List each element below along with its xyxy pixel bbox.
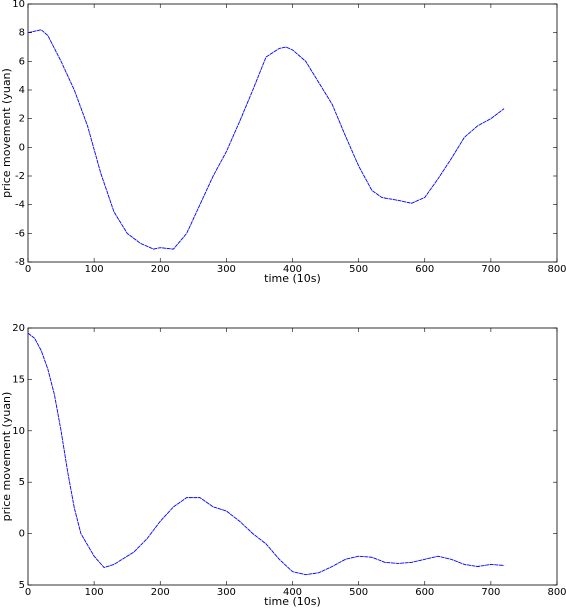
data-line	[27, 332, 505, 576]
x-tick-label: 700	[481, 587, 500, 598]
y-tick-label: 4	[19, 85, 25, 96]
x-tick-label: 400	[283, 264, 302, 275]
x-tick-label: 200	[151, 264, 170, 275]
y-tick-label: 0	[19, 142, 25, 153]
x-tick-label: 0	[25, 587, 31, 598]
x-axis-label: time (10s)	[264, 595, 321, 608]
data-line	[27, 29, 505, 250]
x-axis-label: time (10s)	[264, 272, 321, 285]
y-axis-label: price movement (yuan)	[0, 68, 13, 198]
y-tick-label: -4	[15, 200, 25, 211]
y-tick-label: -6	[15, 228, 25, 239]
y-tick-label: -8	[15, 257, 25, 268]
y-axis-label: price movement (yuan)	[0, 392, 13, 522]
y-tick-label: 6	[19, 56, 25, 67]
y-tick-label: 5	[19, 580, 25, 591]
x-tick-label: 300	[217, 264, 236, 275]
x-tick-label: 500	[349, 587, 368, 598]
plot-frame	[27, 3, 558, 263]
y-tick-label: 10	[12, 426, 25, 437]
y-tick-label: 8	[19, 28, 25, 39]
x-tick-label: 600	[415, 587, 434, 598]
x-tick-label: 600	[415, 264, 434, 275]
x-tick-label: 100	[85, 264, 104, 275]
x-tick-label: 0	[25, 264, 31, 275]
x-tick-label: 700	[481, 264, 500, 275]
x-tick-label: 800	[547, 587, 566, 598]
y-tick-label: 5	[19, 477, 25, 488]
x-tick-label: 300	[217, 587, 236, 598]
x-tick-label: 200	[151, 587, 170, 598]
plot-frame	[27, 327, 558, 586]
y-tick-label: 15	[12, 374, 25, 385]
y-tick-label: 0	[19, 529, 25, 540]
x-tick-label: 400	[283, 587, 302, 598]
x-tick-label: 500	[349, 264, 368, 275]
y-tick-label: -2	[15, 171, 25, 182]
y-tick-label: 20	[12, 323, 25, 334]
x-tick-label: 100	[85, 587, 104, 598]
y-tick-label: 10	[12, 0, 25, 10]
x-tick-label: 800	[547, 264, 566, 275]
y-tick-label: 2	[19, 114, 25, 125]
